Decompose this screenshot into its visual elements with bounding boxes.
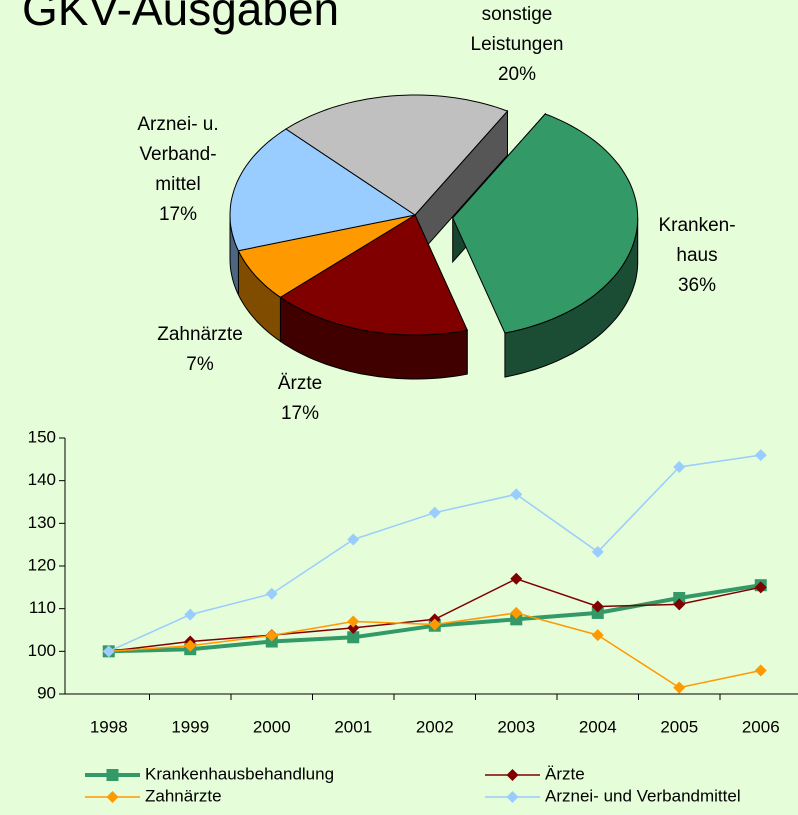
legend-label: Krankenhausbehandlung	[145, 764, 334, 783]
point	[591, 629, 604, 642]
point	[184, 608, 197, 621]
pie-label: Zahnärzte 7%	[157, 320, 243, 380]
point	[510, 488, 523, 501]
pie-label: Ärzte 17%	[278, 369, 322, 429]
pie-category: Zahnärzte	[157, 324, 243, 345]
legend-marker	[506, 769, 519, 781]
legend-marker	[106, 769, 119, 781]
y-tick-label: 120	[28, 555, 56, 574]
pie-slice	[229, 128, 417, 252]
point	[347, 615, 360, 628]
legend-label: Arznei- und Verbandmittel	[545, 786, 741, 805]
x-tick-label: 2003	[497, 717, 535, 736]
point	[184, 639, 197, 652]
point	[591, 545, 604, 558]
y-tick-label: 140	[28, 470, 56, 489]
point	[510, 606, 523, 619]
x-tick-label: 1998	[90, 717, 128, 736]
point	[754, 664, 767, 677]
point	[673, 592, 686, 604]
x-tick-label: 2006	[742, 717, 780, 736]
pie-value-label: 36%	[677, 275, 717, 296]
point	[510, 613, 523, 626]
y-tick-label: 90	[37, 683, 56, 702]
legend-marker	[506, 791, 519, 803]
x-tick-label: 2005	[660, 717, 698, 736]
point	[673, 681, 686, 694]
y-tick-label: 130	[28, 513, 56, 532]
chart-title: GKV-Ausgaben	[22, 0, 340, 35]
point	[591, 600, 604, 613]
pie-slice	[279, 214, 468, 336]
legend-label: Ärzte	[545, 764, 585, 783]
x-tick-label: 2002	[416, 717, 454, 736]
y-tick-label: 150	[28, 427, 56, 446]
point	[428, 618, 441, 631]
x-tick-label: 2004	[579, 717, 617, 736]
point	[673, 461, 686, 474]
pie-category: Ärzte	[277, 373, 323, 394]
pie-category: sonstige Leistungen	[470, 4, 564, 55]
point	[510, 572, 523, 585]
point	[591, 606, 604, 619]
x-tick-label: 2001	[334, 717, 372, 736]
pie-value-label: 7%	[186, 354, 214, 375]
point	[265, 587, 278, 600]
point	[673, 598, 686, 611]
pie-slice	[285, 94, 509, 216]
legend-marker	[106, 791, 119, 803]
point	[265, 629, 278, 642]
point	[347, 533, 360, 546]
point	[102, 645, 115, 658]
pie-label: Kranken- haus 36%	[658, 211, 735, 301]
x-tick-label: 2000	[253, 717, 291, 736]
pie-value-label: 20%	[497, 64, 537, 85]
pie-slice	[452, 113, 639, 334]
pie-label: Arznei- u. Verband- mittel 17%	[137, 110, 218, 230]
pie-value-label: 17%	[158, 204, 198, 225]
y-tick-label: 110	[29, 598, 56, 617]
pie-label: sonstige Leistungen 20%	[471, 0, 564, 90]
pie-category: Kranken- haus	[658, 215, 736, 266]
point	[347, 621, 360, 634]
pie-slice	[237, 214, 416, 298]
point	[347, 631, 360, 644]
pie-value-label: 17%	[280, 403, 320, 424]
legend-label: Zahnärzte	[145, 786, 222, 805]
point	[754, 581, 767, 594]
pie	[229, 94, 639, 380]
point	[428, 506, 441, 519]
point	[754, 449, 767, 462]
pie-category: Arznei- u. Verband- mittel	[137, 114, 219, 195]
y-tick-label: 100	[28, 641, 56, 660]
x-tick-label: 1999	[171, 717, 209, 736]
